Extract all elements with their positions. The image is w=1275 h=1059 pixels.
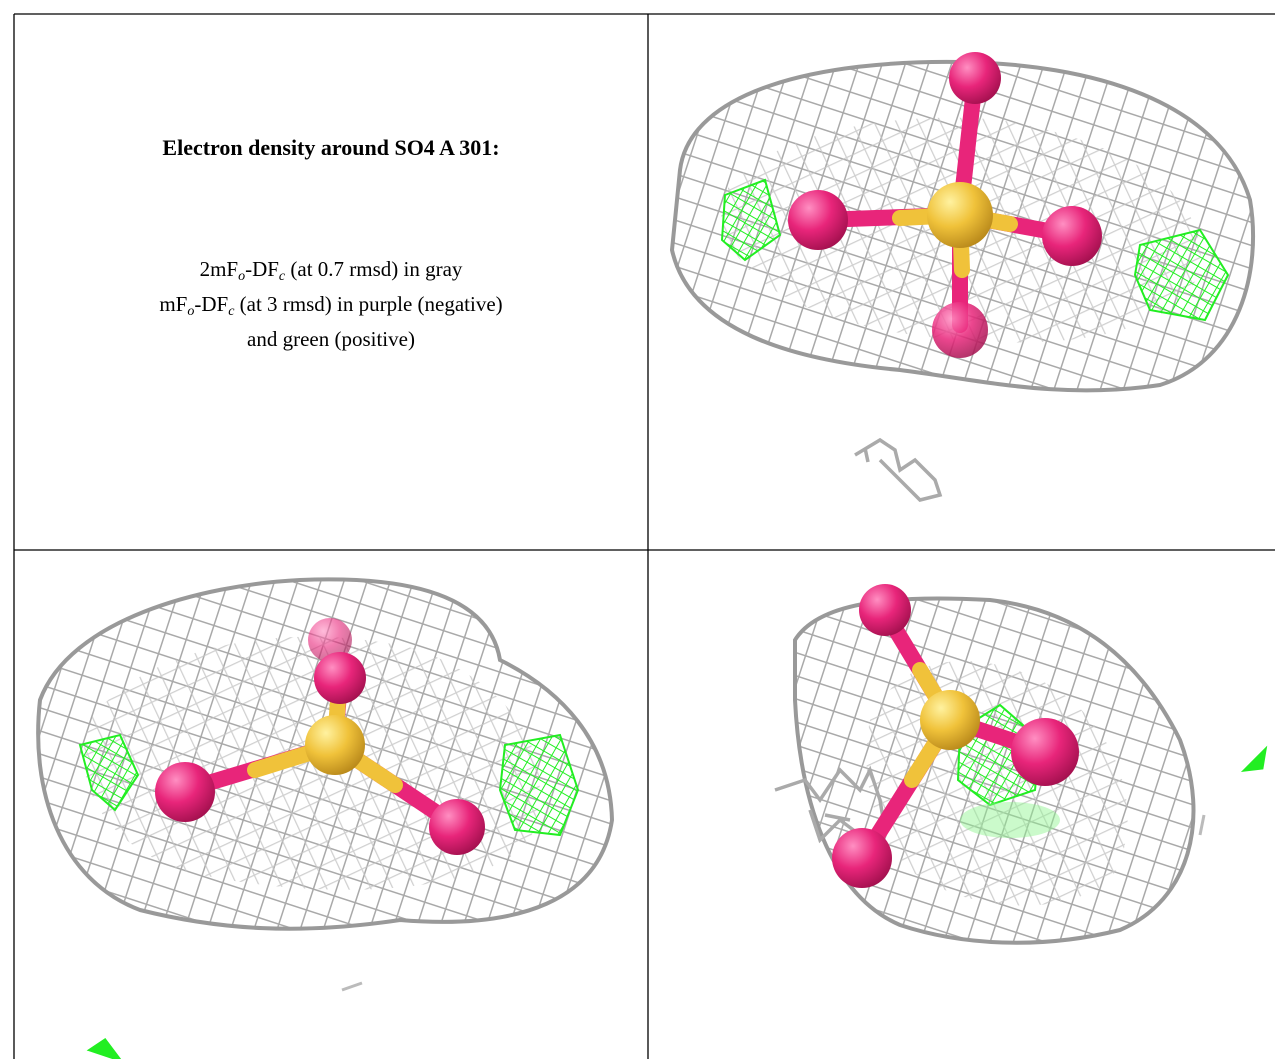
density-view-1 [669,52,1256,502]
caption-text: (at 3 rmsd) in purple (negative) [234,292,503,316]
caption-text: -DF [245,257,279,281]
caption-line: 2mFo-DFc (at 0.7 rmsd) in gray [14,252,648,287]
table-rules [13,13,1275,1059]
caption-subscript: o [238,269,246,284]
caption-line: mFo-DFc (at 3 rmsd) in purple (negative) [14,287,648,322]
caption-subscript: o [187,304,195,319]
caption-text: mF [159,292,188,316]
density-view-3 [774,584,1268,945]
caption-text: 2mF [199,257,239,281]
caption-text: (at 0.7 rmsd) in gray [285,257,463,281]
caption-text: and green (positive) [247,327,415,351]
figure-title: Electron density around SO4 A 301: [162,135,500,160]
caption-line: and green (positive) [14,322,648,357]
caption-subscript: c [228,304,235,319]
caption-text: -DF [194,292,229,316]
caption-subscript: c [278,269,286,284]
density-view-2 [36,577,615,1059]
caption: 2mFo-DFc (at 0.7 rmsd) in gray mFo-DFc (… [14,252,648,357]
